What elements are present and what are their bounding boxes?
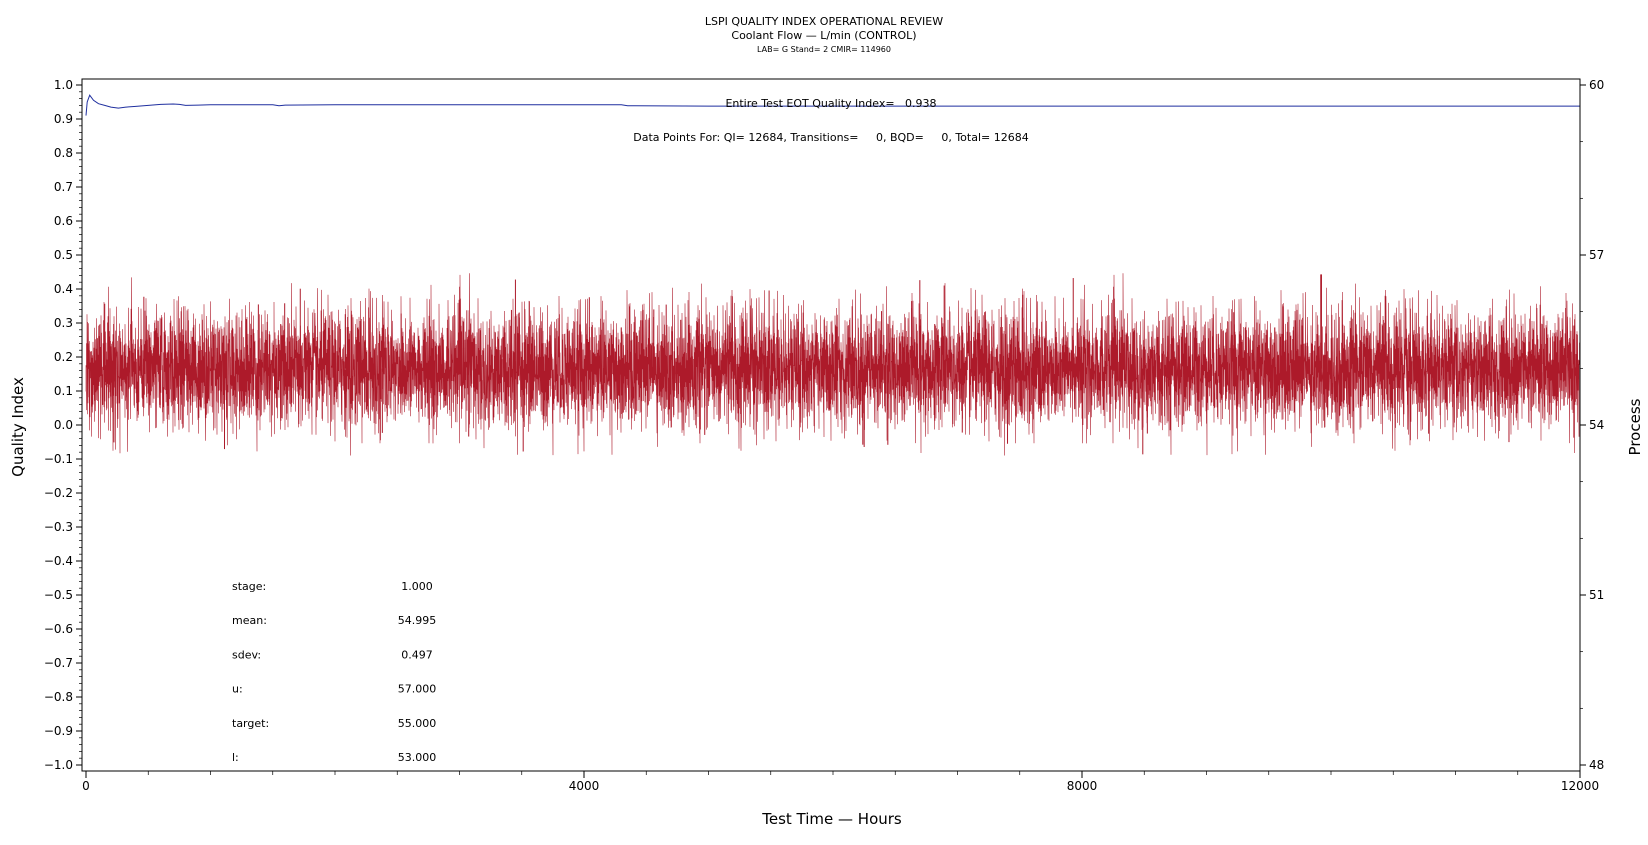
y-axis-left: 1.0 0.9 0.8 0.7 0.6 0.5 0.4 0.3 0.2 0.1 0.0 −0.1 −0.… bbox=[44, 78, 82, 772]
y-tick-label: 0.6 bbox=[54, 214, 73, 228]
chart-subtitle-2: LAB= G Stand= 2 CMIR= 114960 bbox=[757, 45, 891, 54]
x-tick-label: 4000 bbox=[569, 779, 600, 793]
x-tick-label: 0 bbox=[82, 779, 90, 793]
stat-value: 54.995 bbox=[398, 614, 437, 627]
stat-value: 57.000 bbox=[398, 683, 437, 696]
stat-value: 0.497 bbox=[401, 648, 433, 661]
stat-label: sdev: bbox=[232, 648, 261, 661]
y2-tick-label: 51 bbox=[1589, 588, 1604, 602]
y-tick-label: −0.9 bbox=[44, 724, 73, 738]
y-tick-label: 0.2 bbox=[54, 350, 73, 364]
y-tick-label: 1.0 bbox=[54, 78, 73, 92]
y-tick-label: 0.4 bbox=[54, 282, 73, 296]
y-tick-label: 0.0 bbox=[54, 418, 73, 432]
stat-label: l: bbox=[232, 751, 239, 764]
y-tick-label: −1.0 bbox=[44, 758, 73, 772]
y-tick-label: −0.5 bbox=[44, 588, 73, 602]
chart-subtitle: Coolant Flow — L/min (CONTROL) bbox=[731, 29, 916, 42]
y2-tick-label: 60 bbox=[1589, 78, 1604, 92]
y-tick-label: −0.3 bbox=[44, 520, 73, 534]
eot-quality-index-note: Entire Test EOT Quality Index= 0.938 bbox=[725, 97, 936, 110]
x-tick-label: 12000 bbox=[1561, 779, 1599, 793]
y-tick-label: −0.1 bbox=[44, 452, 73, 466]
y-tick-label: −0.6 bbox=[44, 622, 73, 636]
y-tick-label: −0.8 bbox=[44, 690, 73, 704]
y-axis-label: Quality Index bbox=[9, 377, 27, 477]
quality-index-line bbox=[85, 94, 1580, 116]
y-tick-label: 0.7 bbox=[54, 180, 73, 194]
x-axis-label: Test Time — Hours bbox=[761, 810, 902, 828]
stat-value: 53.000 bbox=[398, 751, 437, 764]
stats-block: stage: 1.000 mean: 54.995 sdev: 0.497 u: 57.000… bbox=[232, 580, 436, 764]
y-tick-label: 0.5 bbox=[54, 248, 73, 262]
y2-tick-label: 54 bbox=[1589, 418, 1604, 432]
y2-tick-label: 48 bbox=[1589, 758, 1604, 772]
stat-value: 55.000 bbox=[398, 717, 437, 730]
y-tick-label: 0.1 bbox=[54, 384, 73, 398]
y2-tick-label: 57 bbox=[1589, 248, 1604, 262]
y-tick-label: −0.7 bbox=[44, 656, 73, 670]
y-tick-label: 0.3 bbox=[54, 316, 73, 330]
plot-data bbox=[85, 94, 1580, 456]
y-tick-label: −0.4 bbox=[44, 554, 73, 568]
y-tick-label: 0.9 bbox=[54, 112, 73, 126]
stat-value: 1.000 bbox=[401, 580, 433, 593]
stat-label: mean: bbox=[232, 614, 267, 627]
stat-label: u: bbox=[232, 683, 243, 696]
process-trace bbox=[85, 273, 1580, 456]
stat-label: target: bbox=[232, 717, 269, 730]
y-tick-label: 0.8 bbox=[54, 146, 73, 160]
x-tick-label: 8000 bbox=[1067, 779, 1098, 793]
y-axis-right: 60 57 54 51 48 bbox=[1580, 78, 1604, 772]
chart-title: LSPI QUALITY INDEX OPERATIONAL REVIEW bbox=[705, 15, 943, 28]
x-axis: 0 4000 8000 12000 bbox=[82, 771, 1599, 793]
y2-axis-label: Process bbox=[1626, 398, 1644, 455]
y-tick-label: −0.2 bbox=[44, 486, 73, 500]
data-points-note: Data Points For: QI= 12684, Transitions=… bbox=[633, 131, 1028, 144]
stat-label: stage: bbox=[232, 580, 266, 593]
